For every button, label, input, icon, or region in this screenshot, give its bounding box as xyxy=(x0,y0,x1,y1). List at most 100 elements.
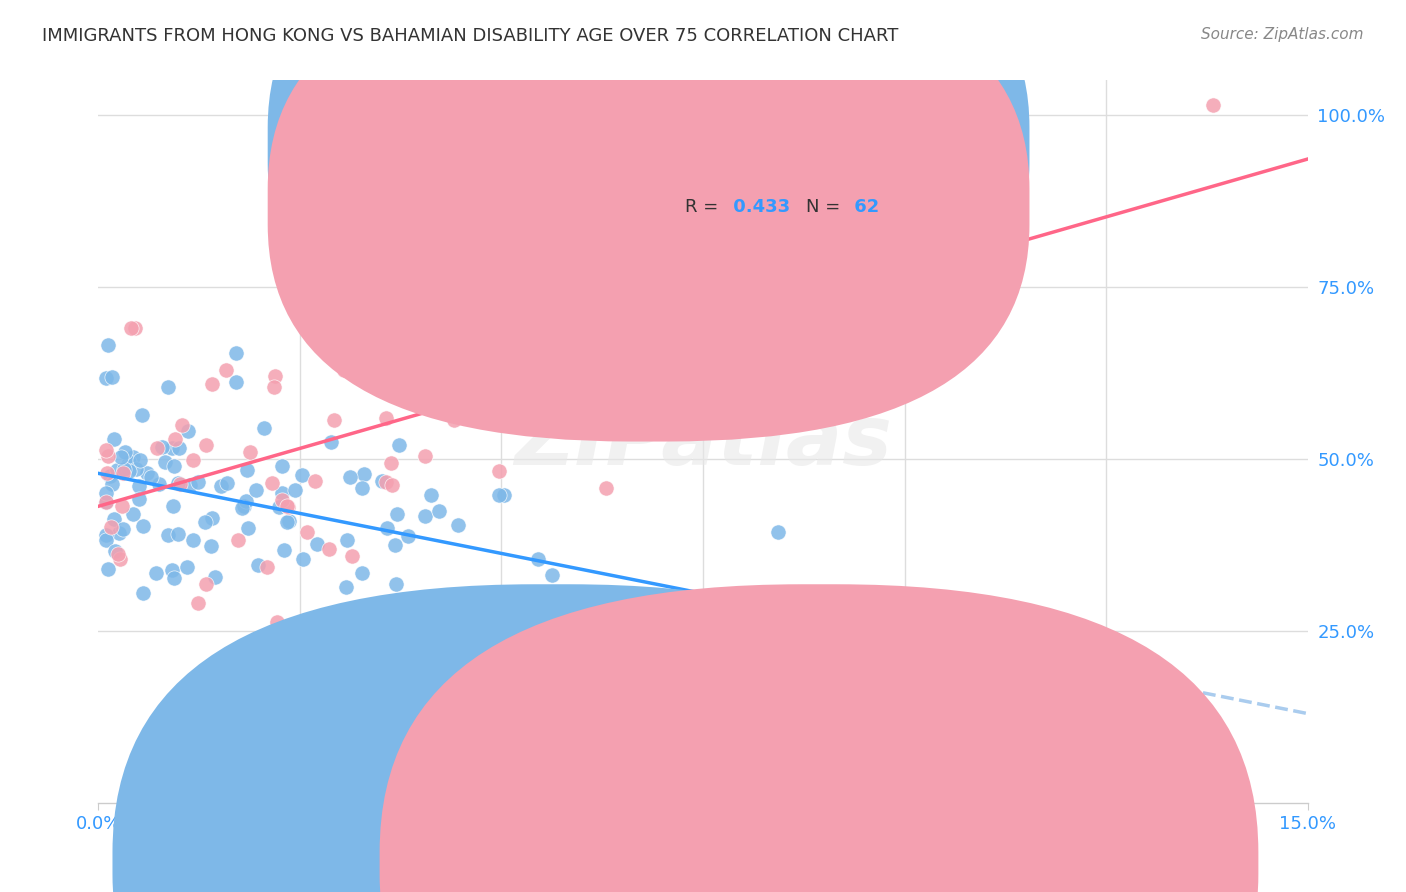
Point xyxy=(100,520,122,534)
Point xyxy=(304,474,326,488)
Point xyxy=(575,629,598,643)
Point xyxy=(318,541,340,556)
Point xyxy=(238,521,260,535)
Point xyxy=(124,320,146,334)
Text: R =: R = xyxy=(685,198,724,216)
FancyBboxPatch shape xyxy=(267,0,1029,380)
Point xyxy=(132,519,155,533)
Point xyxy=(103,543,125,558)
Point xyxy=(443,413,465,427)
Point xyxy=(381,477,404,491)
Point xyxy=(201,376,224,391)
Point xyxy=(139,469,162,483)
Point xyxy=(413,509,436,524)
Point xyxy=(882,219,904,233)
Point xyxy=(375,411,398,425)
Point xyxy=(96,533,118,547)
Point xyxy=(128,453,150,467)
Point xyxy=(752,347,775,361)
Point xyxy=(488,488,510,502)
Point xyxy=(112,522,135,536)
Text: ZIPatlas: ZIPatlas xyxy=(515,401,891,482)
Point xyxy=(97,450,120,464)
Point xyxy=(108,526,131,541)
Point xyxy=(163,459,186,474)
Point xyxy=(385,507,408,521)
Point xyxy=(160,563,183,577)
Point xyxy=(253,421,276,435)
Point xyxy=(96,528,118,542)
Point xyxy=(766,525,789,540)
Point xyxy=(96,495,118,509)
Point xyxy=(384,538,406,552)
Point xyxy=(413,449,436,463)
Point xyxy=(793,673,815,688)
Point xyxy=(107,547,129,561)
Point xyxy=(350,566,373,581)
Point xyxy=(652,612,675,626)
Point xyxy=(209,479,232,493)
Point xyxy=(384,576,406,591)
Point xyxy=(323,413,346,427)
Point xyxy=(853,108,876,122)
Point xyxy=(103,512,125,526)
Point xyxy=(96,486,118,500)
Point xyxy=(100,370,122,384)
Point xyxy=(146,441,169,455)
Point xyxy=(110,450,132,464)
Point xyxy=(350,481,373,495)
Point xyxy=(120,321,142,335)
Point xyxy=(339,470,361,484)
Point xyxy=(225,376,247,390)
Point xyxy=(235,494,257,508)
Point xyxy=(96,495,118,509)
Point xyxy=(276,515,298,529)
Point xyxy=(162,499,184,513)
Point xyxy=(200,539,222,553)
Point xyxy=(277,500,299,514)
Point xyxy=(527,551,550,566)
Point xyxy=(111,499,134,513)
Point xyxy=(471,325,494,339)
Point xyxy=(335,533,357,547)
Point xyxy=(353,467,375,482)
Point xyxy=(172,417,194,432)
Text: 110: 110 xyxy=(848,140,886,158)
Text: 0.433: 0.433 xyxy=(727,198,790,216)
Point xyxy=(112,461,135,475)
Point xyxy=(156,528,179,542)
Point xyxy=(260,475,283,490)
Point xyxy=(271,458,294,473)
Text: 62: 62 xyxy=(848,198,879,216)
Point xyxy=(153,455,176,469)
Point xyxy=(278,514,301,528)
Point xyxy=(693,603,716,617)
Point xyxy=(541,567,564,582)
Text: Immigrants from Hong Kong: Immigrants from Hong Kong xyxy=(576,856,811,874)
Point xyxy=(276,500,298,514)
Point xyxy=(284,483,307,498)
Text: Bahamians: Bahamians xyxy=(844,856,936,874)
Point xyxy=(96,442,118,457)
Point xyxy=(157,380,180,394)
Point xyxy=(217,475,239,490)
Point xyxy=(187,475,209,489)
Point xyxy=(375,475,398,489)
Text: N =: N = xyxy=(806,140,846,158)
Point xyxy=(621,228,644,243)
Point xyxy=(686,639,709,653)
Point xyxy=(371,474,394,488)
Point xyxy=(121,450,143,464)
Point xyxy=(489,392,512,406)
Point xyxy=(447,517,470,532)
Point xyxy=(101,476,124,491)
Point xyxy=(335,580,357,594)
Point xyxy=(194,515,217,529)
Point xyxy=(270,492,292,507)
Point xyxy=(792,643,814,657)
Point xyxy=(420,488,443,502)
Point xyxy=(396,529,419,543)
Point xyxy=(567,601,589,615)
Point xyxy=(150,440,173,454)
Point xyxy=(245,483,267,497)
